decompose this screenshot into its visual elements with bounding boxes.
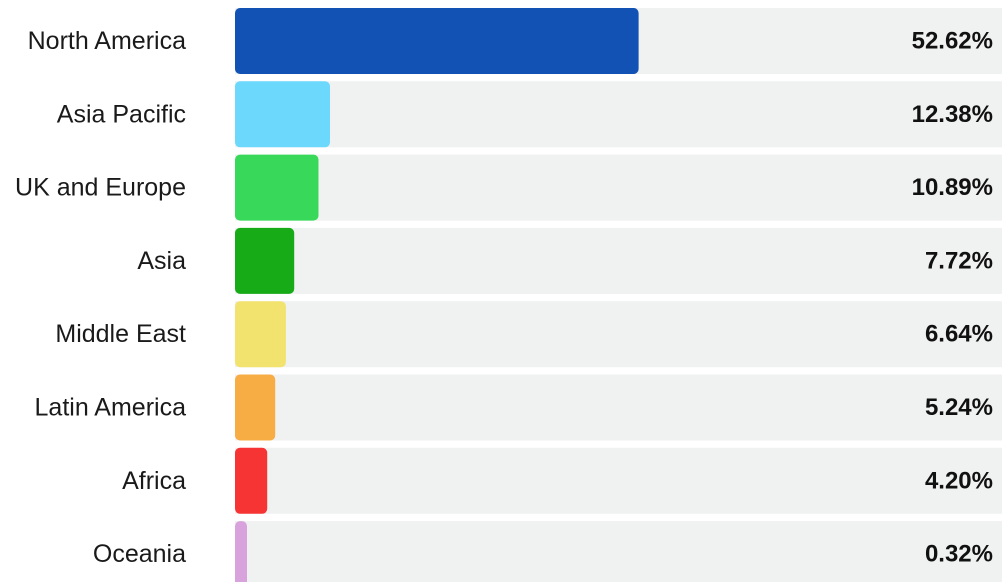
bar-row-africa: Africa 4.20% [122,447,1002,514]
value-label-latin-america: 5.24% [925,394,993,421]
bar-track-oceania [235,521,1002,582]
bar-track-middle-east [235,301,1002,368]
bar-track-uk-and-europe [235,154,1002,221]
bar-row-middle-east: Middle East 6.64% [55,301,1002,368]
category-label-africa: Africa [122,467,186,495]
bar-row-asia-pacific: Asia Pacific 12.38% [57,81,1002,148]
category-label-middle-east: Middle East [55,320,186,348]
value-label-uk-and-europe: 10.89% [912,174,993,201]
bar-africa [235,447,268,514]
bar-row-north-america: North America 52.62% [28,8,1002,74]
value-label-middle-east: 6.64% [925,321,993,348]
bar-middle-east [235,301,286,368]
bar-track-latin-america [235,374,1002,441]
value-label-africa: 4.20% [925,467,993,494]
bar-track-asia [235,227,1002,294]
value-label-asia-pacific: 12.38% [912,101,993,128]
bar-uk-and-europe [235,154,319,221]
bar-row-uk-and-europe: UK and Europe 10.89% [15,154,1002,221]
value-label-oceania: 0.32% [925,541,993,568]
value-label-asia: 7.72% [925,247,993,274]
bar-north-america [235,8,639,74]
category-label-asia-pacific: Asia Pacific [57,100,186,128]
bar-track-asia-pacific [235,81,1002,148]
bar-row-oceania: Oceania 0.32% [93,521,1002,582]
bar-track-africa [235,447,1002,514]
bar-asia-pacific [235,81,330,148]
category-label-asia: Asia [137,247,186,275]
bar-asia [235,227,295,294]
category-label-oceania: Oceania [93,540,186,568]
bar-row-asia: Asia 7.72% [137,227,1002,294]
category-label-latin-america: Latin America [35,394,187,422]
category-label-north-america: North America [28,27,186,55]
bar-latin-america [235,374,276,441]
category-label-uk-and-europe: UK and Europe [15,174,186,202]
value-label-north-america: 52.62% [912,28,993,55]
bar-row-latin-america: Latin America 5.24% [35,374,1002,441]
bar-oceania [235,521,247,582]
